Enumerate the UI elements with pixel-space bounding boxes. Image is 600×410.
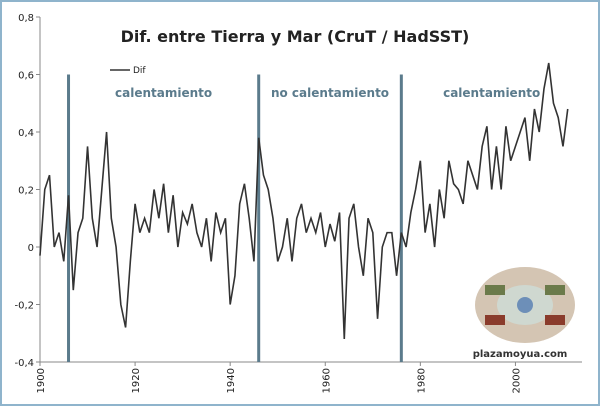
logo xyxy=(475,267,575,343)
period-label: calentamiento xyxy=(443,86,540,100)
y-tick-label: 0,8 xyxy=(18,13,34,24)
x-tick-label: 1900 xyxy=(36,368,47,393)
y-tick-label: 0 xyxy=(28,243,34,254)
x-tick-label: 1960 xyxy=(321,368,332,393)
x-tick-label: 1980 xyxy=(416,368,427,393)
watermark: plazamoyua.com xyxy=(473,349,568,360)
chart-title: Dif. entre Tierra y Mar (CruT / HadSST) xyxy=(121,27,470,46)
x-tick-label: 1920 xyxy=(131,368,142,393)
y-tick-label: -0,2 xyxy=(14,301,34,312)
period-label: no calentamiento xyxy=(271,86,389,100)
data-line xyxy=(39,62,569,340)
y-tick-label: 0,2 xyxy=(18,186,34,197)
y-tick-label: -0,4 xyxy=(14,358,34,369)
legend-label: Dif xyxy=(133,66,146,76)
y-tick-label: 0,4 xyxy=(18,128,34,139)
x-tick-label: 1940 xyxy=(226,368,237,393)
period-label: calentamiento xyxy=(115,86,212,100)
x-tick-label: 2000 xyxy=(511,368,522,393)
y-tick-label: 0,6 xyxy=(18,71,34,82)
